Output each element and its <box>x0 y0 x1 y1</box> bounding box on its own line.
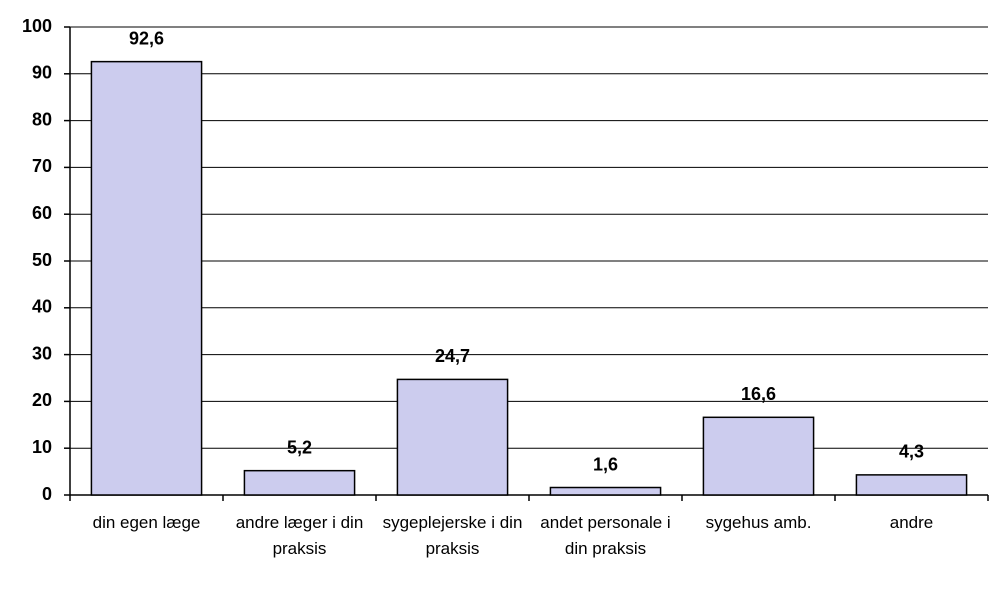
x-tick-label: andet personale i din praksis <box>540 513 671 558</box>
y-tick-label: 20 <box>32 390 52 410</box>
x-tick-label: andre læger i din praksis <box>235 513 364 558</box>
x-tick-label: sygeplejerske i din praksis <box>382 513 523 558</box>
bar <box>549 486 662 496</box>
y-tick-label: 70 <box>32 156 52 176</box>
y-tick-label: 50 <box>32 250 52 270</box>
value-label: 92,6 <box>129 28 164 48</box>
value-label: 24,7 <box>435 346 470 366</box>
y-tick-label: 60 <box>32 203 52 223</box>
bar <box>855 474 968 496</box>
y-tick-label: 0 <box>42 484 52 504</box>
bar <box>243 469 356 496</box>
value-label: 16,6 <box>741 384 776 404</box>
y-tick-label: 40 <box>32 297 52 317</box>
x-tick-label: din egen læge <box>92 513 201 532</box>
value-label: 4,3 <box>899 442 924 462</box>
x-tick-label: andre <box>889 513 934 532</box>
value-label: 5,2 <box>287 437 312 457</box>
bar <box>396 378 509 496</box>
y-tick-label: 80 <box>32 109 52 129</box>
bar <box>702 416 815 496</box>
y-tick-label: 10 <box>32 437 52 457</box>
y-tick-label: 90 <box>32 63 52 83</box>
y-tick-label: 30 <box>32 343 52 363</box>
bar <box>90 60 203 496</box>
value-label: 1,6 <box>593 454 618 474</box>
x-tick-label: sygehus amb. <box>705 513 812 532</box>
y-tick-label: 100 <box>22 16 52 36</box>
